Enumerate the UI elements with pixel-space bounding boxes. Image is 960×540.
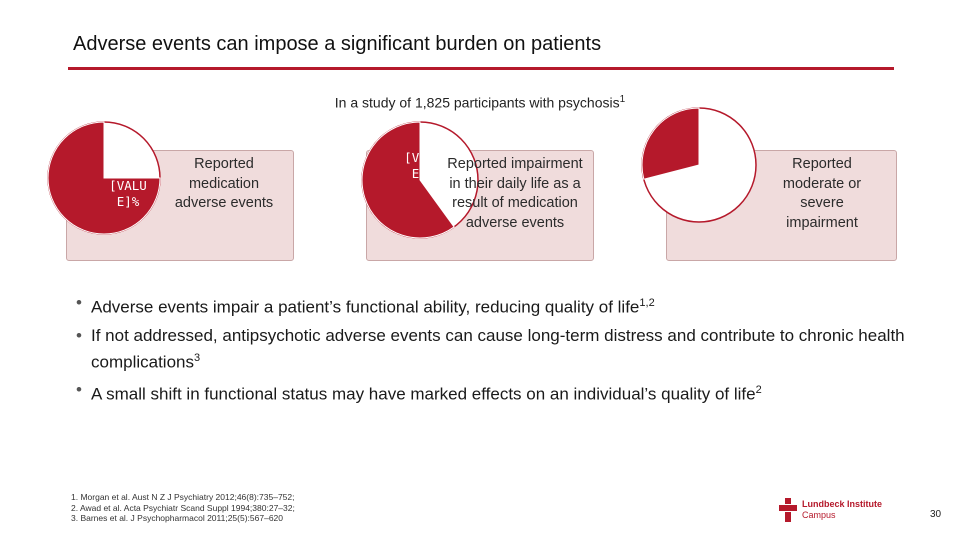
stat-label-3: Reported moderate or severe impairment — [782, 156, 862, 231]
lundbeck-logo: Lundbeck Institute Campus — [779, 498, 909, 524]
pie-slice — [361, 121, 455, 239]
slide-title: Adverse events can impose a significant … — [73, 33, 602, 55]
pie-slice — [641, 107, 700, 180]
references: 1. Morgan et al. Aust N Z J Psychiatry 2… — [71, 492, 295, 524]
page-number: 30 — [930, 509, 942, 520]
lundbeck-cross-icon — [779, 498, 797, 522]
bullet-item: If not addressed, antipsychotic adverse … — [76, 325, 906, 374]
reference-item: 1. Morgan et al. Aust N Z J Psychiatry 2… — [71, 492, 295, 502]
reference-item: 3. Barnes et al. J Psychopharmacol 2011;… — [71, 513, 284, 523]
bullet-reference: 3 — [194, 351, 201, 364]
subtitle-text: In a study of 1,825 participants with ps… — [334, 94, 620, 111]
subtitle-reference: 1 — [619, 94, 626, 105]
stat-pie-2 — [361, 121, 479, 239]
stat-pie-3 — [641, 107, 757, 223]
stat-value-2: [VALUE]% — [404, 150, 442, 181]
bullet-reference: 2 — [755, 384, 762, 397]
stat-label-2: Reported impairment in their daily life … — [447, 156, 583, 231]
reference-item: 2. Awad et al. Acta Psychiatr Scand Supp… — [71, 502, 295, 513]
logo-line-2: Campus — [802, 510, 836, 520]
logo-line-1: Lundbeck Institute — [802, 499, 883, 509]
stat-value-1: [VALUE]% — [109, 178, 147, 209]
stat-pie-1 — [47, 121, 161, 235]
bullet-reference: 1,2 — [639, 297, 655, 309]
study-subtitle: In a study of 1,825 participants with ps… — [0, 94, 960, 111]
stat-value-3: [VALUE]% — [706, 136, 744, 167]
stat-label-1: Reported medication adverse events — [174, 156, 274, 211]
title-divider — [68, 67, 894, 70]
bullet-item: Adverse events impair a patient’s functi… — [76, 292, 906, 319]
key-points-list: Adverse events impair a patient’s functi… — [76, 292, 906, 412]
pie-slice — [47, 121, 161, 235]
bullet-item: A small shift in functional status may h… — [76, 379, 906, 406]
